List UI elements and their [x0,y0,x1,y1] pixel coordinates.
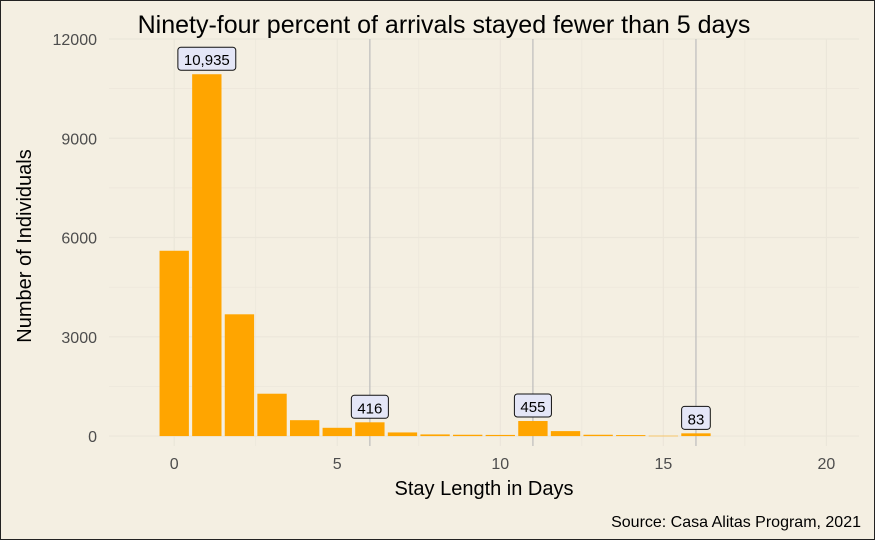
bar [420,434,450,437]
data-label-box [513,393,552,418]
bar [387,432,418,437]
source-caption: Source: Casa Alitas Program, 2021 [611,514,861,531]
y-tick-label: 12000 [53,32,98,49]
data-label-box [177,46,237,71]
data-label-text: 83 [688,411,705,428]
bar [289,420,320,437]
chart-title: Ninety-four percent of arrivals stayed f… [138,11,751,39]
y-tick-label: 6000 [61,231,97,248]
data-label-text: 416 [357,400,382,417]
bar [192,74,222,437]
bar [453,434,483,437]
x-axis-title: Stay Length in Days [395,478,574,500]
bar [681,433,711,437]
x-axis-ticks: 0 5 10 15 20 [170,456,836,473]
y-axis-title: Number of Individuals [14,149,36,342]
x-tick-label: 15 [654,456,672,473]
x-tick-label: 10 [491,456,509,473]
data-label-box [681,405,711,430]
bar [648,435,679,437]
bar [550,431,581,437]
data-labels: 10,935 416 455 83 [177,46,711,430]
reference-lines [369,39,697,446]
x-tick-label: 20 [817,456,835,473]
data-label-box [350,394,389,419]
data-label-text: 10,935 [184,52,230,69]
data-label-text: 455 [520,399,545,416]
bar [485,434,515,437]
x-tick-label: 0 [170,456,179,473]
data-label: 416 [350,394,389,419]
y-axis-ticks: 0 3000 6000 9000 12000 [53,32,98,446]
y-tick-label: 3000 [61,330,97,347]
data-label: 10,935 [177,46,237,71]
y-tick-label: 9000 [61,131,97,148]
bar [583,434,613,437]
bar [224,314,255,437]
bar [518,421,548,437]
data-label: 83 [681,405,711,430]
bars [159,74,711,437]
data-label: 455 [513,393,552,418]
x-tick-label: 5 [333,456,342,473]
bar [257,393,287,437]
bar [616,435,646,437]
bar [355,422,385,437]
bar [322,427,352,437]
y-tick-label: 0 [88,429,97,446]
bar [159,250,189,437]
